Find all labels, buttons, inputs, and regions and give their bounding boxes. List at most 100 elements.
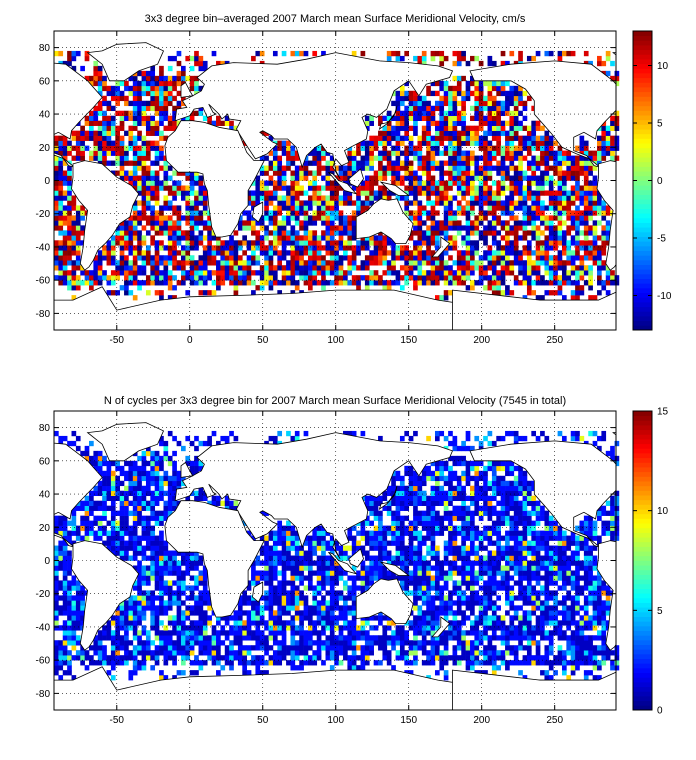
heat-cell xyxy=(80,500,85,506)
heat-cell xyxy=(141,140,147,146)
heat-cell xyxy=(54,650,59,656)
heat-cell xyxy=(237,655,243,661)
heat-cell xyxy=(89,655,94,661)
heat-cell xyxy=(356,145,361,151)
heat-cell xyxy=(124,220,129,226)
heat-cell xyxy=(67,150,72,156)
heat-cell xyxy=(202,615,208,621)
heat-cell xyxy=(286,270,291,276)
heat-cell xyxy=(93,65,99,72)
heat-cell xyxy=(224,505,230,511)
heat-cell xyxy=(172,480,177,487)
heat-cell xyxy=(360,155,366,161)
heat-cell xyxy=(150,625,156,631)
heat-cell xyxy=(597,150,602,156)
heat-cell xyxy=(137,590,142,596)
heat-cell xyxy=(570,280,576,286)
heat-cell xyxy=(194,660,199,666)
heat-cell xyxy=(67,175,72,181)
heat-cell xyxy=(255,600,261,606)
heat-cell xyxy=(505,130,510,136)
heat-cell xyxy=(548,195,554,201)
heat-cell xyxy=(597,280,602,286)
heat-cell xyxy=(364,245,370,251)
heat-cell xyxy=(189,610,195,616)
heat-cell xyxy=(185,245,191,251)
heat-cell xyxy=(264,565,269,571)
heat-cell xyxy=(417,115,423,121)
heat-cell xyxy=(185,260,191,266)
heat-cell xyxy=(513,245,519,251)
heat-cell xyxy=(264,600,269,606)
heat-cell xyxy=(150,510,156,516)
heat-cell xyxy=(268,575,274,581)
heat-cell xyxy=(207,500,212,506)
heat-cell xyxy=(198,625,204,631)
heat-cell xyxy=(531,260,537,266)
heat-cell xyxy=(124,275,129,281)
heat-cell xyxy=(548,215,554,221)
chart-panel-1: 3x3 degree bin–averaged 2007 March mean … xyxy=(36,13,672,346)
heat-cell xyxy=(513,150,519,156)
heat-cell xyxy=(426,200,431,206)
chart-title: N of cycles per 3x3 degree bin for 2007 … xyxy=(104,395,566,407)
heat-cell xyxy=(264,580,269,586)
heat-cell xyxy=(404,280,410,286)
heat-cell xyxy=(189,230,195,236)
heat-cell xyxy=(452,170,458,176)
heat-cell xyxy=(185,75,191,82)
heat-cell xyxy=(281,180,287,186)
heat-cell xyxy=(272,235,278,241)
heat-cell xyxy=(583,205,589,211)
heat-cell xyxy=(207,220,212,226)
heat-cell xyxy=(141,250,147,256)
heat-cell xyxy=(456,180,462,186)
heat-cell xyxy=(474,215,480,221)
heat-cell xyxy=(202,185,208,191)
heat-cell xyxy=(172,210,177,216)
heat-cell xyxy=(610,280,615,286)
heat-cell xyxy=(478,215,484,221)
heat-cell xyxy=(132,510,138,516)
heat-cell xyxy=(312,540,318,546)
heat-cell xyxy=(417,255,423,261)
heat-cell xyxy=(329,265,335,271)
heat-cell xyxy=(531,130,537,136)
heat-cell xyxy=(97,270,103,276)
heat-cell xyxy=(307,270,313,276)
heat-cell xyxy=(347,260,353,266)
heat-cell xyxy=(434,200,440,206)
heat-cell xyxy=(277,520,283,526)
heat-cell xyxy=(347,215,353,221)
heat-cell xyxy=(303,595,309,601)
heat-cell xyxy=(264,570,269,576)
heat-cell xyxy=(369,135,374,141)
heat-cell xyxy=(233,275,239,281)
heat-cell xyxy=(426,235,431,241)
heat-cell xyxy=(132,170,138,176)
heat-cell xyxy=(172,500,177,506)
heat-cell xyxy=(290,155,296,161)
colorbar-swatch xyxy=(633,231,652,237)
heat-cell xyxy=(413,230,418,236)
coastline xyxy=(452,289,616,330)
heat-cell xyxy=(264,605,269,611)
heat-cell xyxy=(124,630,129,636)
heat-cell xyxy=(67,610,72,616)
heat-cell xyxy=(474,260,480,266)
heat-cell xyxy=(443,250,449,256)
heat-cell xyxy=(500,275,506,281)
colorbar-swatch xyxy=(633,157,652,163)
heat-cell xyxy=(141,625,147,631)
heat-cell xyxy=(321,210,326,216)
heat-cell xyxy=(141,580,147,586)
heat-cell xyxy=(272,620,278,626)
heat-cell xyxy=(496,270,501,276)
heat-cell xyxy=(80,155,85,161)
heat-cell xyxy=(150,80,156,87)
heat-cell xyxy=(391,150,396,156)
heat-cell xyxy=(426,180,431,186)
heat-cell xyxy=(189,555,195,561)
heat-cell xyxy=(290,640,296,646)
heat-cell xyxy=(259,560,265,566)
